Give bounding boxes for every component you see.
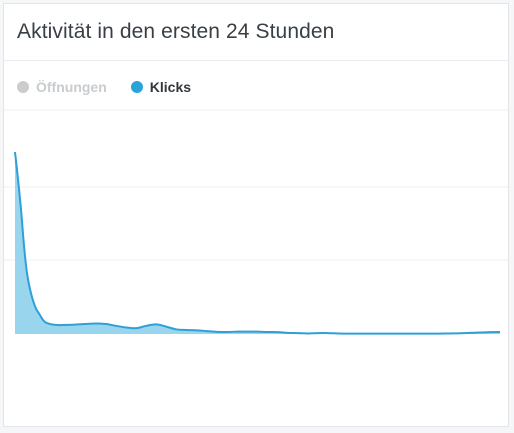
data-point[interactable]: [396, 331, 402, 337]
data-point[interactable]: [204, 328, 210, 334]
data-point[interactable]: [123, 324, 129, 330]
data-point[interactable]: [184, 327, 190, 333]
data-point[interactable]: [153, 321, 159, 327]
data-point[interactable]: [416, 331, 422, 337]
data-point[interactable]: [133, 325, 139, 331]
data-point[interactable]: [376, 331, 382, 337]
data-point[interactable]: [366, 331, 372, 337]
data-point[interactable]: [73, 322, 79, 328]
data-point[interactable]: [18, 207, 24, 213]
data-point[interactable]: [275, 329, 281, 335]
chart-plot-area: [4, 109, 508, 337]
data-point[interactable]: [285, 330, 291, 336]
data-point[interactable]: [406, 331, 412, 337]
series-area-klicks: [15, 152, 500, 334]
data-point[interactable]: [265, 329, 271, 335]
data-point[interactable]: [194, 327, 200, 333]
data-point[interactable]: [234, 329, 240, 335]
data-point[interactable]: [315, 330, 321, 336]
data-point[interactable]: [305, 330, 311, 336]
activity-card: Aktivität in den ersten 24 Stunden Öffnu…: [3, 3, 509, 427]
data-point[interactable]: [457, 330, 463, 336]
data-point[interactable]: [446, 330, 452, 336]
data-point[interactable]: [214, 329, 220, 335]
data-point[interactable]: [21, 244, 27, 250]
legend-item-oeffnungen[interactable]: Öffnungen: [17, 79, 107, 95]
legend-item-klicks[interactable]: Klicks: [130, 79, 192, 95]
data-point[interactable]: [497, 329, 503, 335]
data-point[interactable]: [426, 331, 432, 337]
series-line-klicks: [14, 151, 501, 335]
data-point[interactable]: [103, 321, 109, 327]
data-point[interactable]: [113, 323, 119, 329]
legend-dot-klicks-icon: [130, 81, 143, 93]
grid-lines: [4, 109, 508, 261]
data-point[interactable]: [487, 329, 493, 335]
data-point[interactable]: [295, 330, 301, 336]
data-point[interactable]: [52, 322, 58, 328]
data-point[interactable]: [224, 329, 230, 335]
data-point[interactable]: [174, 326, 180, 332]
data-point[interactable]: [24, 271, 30, 277]
data-point[interactable]: [436, 331, 442, 337]
data-point[interactable]: [93, 320, 99, 326]
data-point[interactable]: [15, 176, 21, 182]
data-point[interactable]: [83, 321, 89, 327]
series-klicks: [12, 149, 503, 337]
data-point[interactable]: [244, 329, 250, 335]
data-point[interactable]: [164, 324, 170, 330]
legend-label-klicks: Klicks: [149, 79, 192, 95]
card-header: Aktivität in den ersten 24 Stunden: [4, 4, 508, 61]
card-title: Aktivität in den ersten 24 Stunden: [17, 20, 335, 43]
data-point[interactable]: [477, 330, 483, 336]
legend-dot-oeffnungen-icon: [17, 81, 29, 93]
data-point[interactable]: [345, 331, 351, 337]
data-point[interactable]: [36, 311, 42, 317]
data-point[interactable]: [63, 322, 69, 328]
data-point[interactable]: [12, 149, 18, 155]
data-point[interactable]: [143, 323, 149, 329]
data-point[interactable]: [42, 319, 48, 325]
chart-legend: Öffnungen Klicks: [17, 78, 215, 96]
data-point[interactable]: [335, 330, 341, 336]
data-point[interactable]: [467, 330, 473, 336]
data-point[interactable]: [386, 331, 392, 337]
data-point[interactable]: [28, 291, 34, 297]
data-point[interactable]: [325, 330, 331, 336]
legend-label-oeffnungen: Öffnungen: [36, 79, 107, 95]
data-point[interactable]: [255, 329, 261, 335]
data-point[interactable]: [32, 304, 38, 310]
data-point[interactable]: [356, 331, 362, 337]
